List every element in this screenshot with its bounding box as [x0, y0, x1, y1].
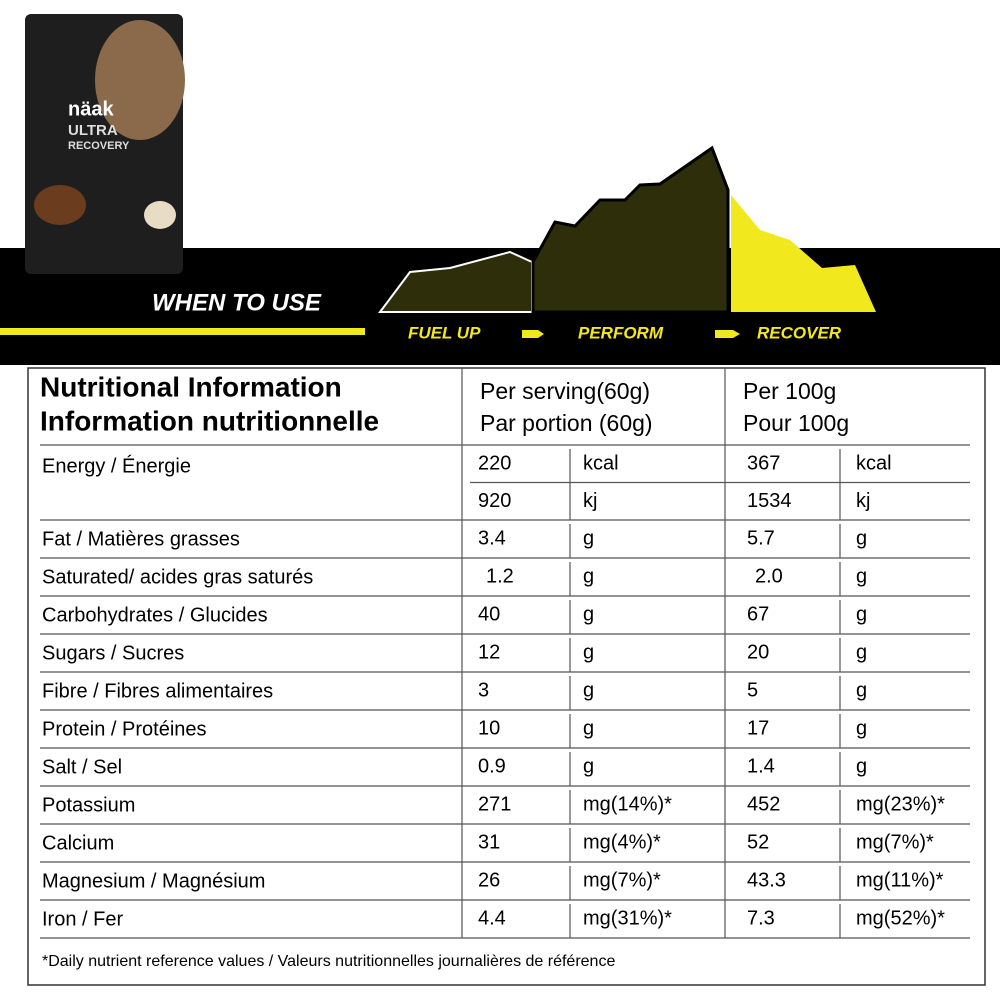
row-label: Carbohydrates / Glucides: [42, 604, 268, 626]
cell: mg(4%)*: [583, 831, 661, 853]
cell: 31: [478, 831, 500, 853]
cell: 7.3: [747, 907, 775, 929]
cell: g: [856, 641, 867, 663]
row-label: Calcium: [42, 832, 114, 854]
cell: 1.2: [486, 565, 514, 587]
table-title: Nutritional Information: [40, 371, 342, 402]
cell: 40: [478, 603, 500, 625]
col-header: Pour 100g: [743, 410, 849, 436]
mountain: [731, 195, 876, 312]
yellow-line: [0, 328, 365, 335]
cell: mg(14%)*: [583, 793, 672, 815]
cell: 0.9: [478, 755, 506, 777]
cell: 1534: [747, 490, 792, 512]
cell: mg(11%)*: [856, 869, 944, 891]
cell: g: [583, 755, 594, 777]
cell: g: [583, 641, 594, 663]
step-label: RECOVER: [757, 323, 842, 342]
cell: g: [583, 717, 594, 739]
cell: 17: [747, 717, 769, 739]
arrow: [715, 330, 740, 338]
cell: 2.0: [755, 565, 783, 587]
mountain: [531, 145, 730, 314]
cell: kcal: [856, 452, 892, 474]
col-header: Per serving(60g): [480, 378, 650, 404]
cell: 12: [478, 641, 500, 663]
col-header: Par portion (60g): [480, 410, 653, 436]
cell: g: [856, 717, 867, 739]
table-title: Information nutritionnelle: [40, 405, 379, 436]
cell: mg(7%)*: [583, 869, 661, 891]
arrow: [522, 330, 544, 338]
cell: 220: [478, 452, 511, 474]
cell: 52: [747, 831, 769, 853]
cell: 26: [478, 869, 500, 891]
row-label: Fat / Matières grasses: [42, 528, 240, 550]
cell: 5: [747, 679, 758, 701]
cell: mg(31%)*: [583, 907, 672, 929]
cell: 920: [478, 490, 511, 512]
cell: 3.4: [478, 527, 506, 549]
cell: g: [856, 679, 867, 701]
row-label: Fibre / Fibres alimentaires: [42, 680, 273, 702]
col-header: Per 100g: [743, 378, 836, 404]
brand: näak: [68, 98, 114, 120]
bag-art: [144, 201, 176, 229]
cell: g: [583, 565, 594, 587]
cell: 10: [478, 717, 500, 739]
bag-art: [95, 20, 185, 140]
row-label: Potassium: [42, 794, 135, 816]
cell: 5.7: [747, 527, 775, 549]
cell: 20: [747, 641, 769, 663]
cell: g: [583, 603, 594, 625]
row-label: Sugars / Sucres: [42, 642, 184, 664]
row-label: Saturated/ acides gras saturés: [42, 566, 313, 588]
row-label: Energy / Énergie: [42, 454, 191, 477]
cell: g: [583, 679, 594, 701]
cell: 3: [478, 679, 489, 701]
step-label: PERFORM: [578, 323, 664, 342]
row-label: Protein / Protéines: [42, 718, 207, 740]
cell: mg(52%)*: [856, 907, 945, 929]
row-label: Iron / Fer: [42, 908, 123, 930]
step-label: FUEL UP: [408, 323, 481, 342]
cell: mg(23%)*: [856, 793, 945, 815]
cell: 1.4: [747, 755, 775, 777]
cell: g: [856, 755, 867, 777]
cell: 452: [747, 793, 780, 815]
row-label: Salt / Sel: [42, 756, 122, 778]
product-name: RECOVERY: [68, 140, 130, 152]
cell: kj: [583, 490, 597, 512]
cell: g: [856, 565, 867, 587]
cell: g: [856, 603, 867, 625]
table-frame: [27, 367, 986, 986]
bag-art: [34, 185, 86, 225]
cell: g: [583, 527, 594, 549]
product-name: ULTRA: [68, 122, 118, 139]
footnote: *Daily nutrient reference values / Valeu…: [42, 953, 615, 970]
cell: 67: [747, 603, 769, 625]
cell: g: [856, 527, 867, 549]
cell: mg(7%)*: [856, 831, 934, 853]
cell: 271: [478, 793, 511, 815]
cell: 367: [747, 452, 780, 474]
row-label: Magnesium / Magnésium: [42, 870, 265, 892]
cell: 4.4: [478, 907, 506, 929]
cell: 43.3: [747, 869, 786, 891]
cell: kj: [856, 490, 870, 512]
cell: kcal: [583, 452, 619, 474]
banner-title: WHEN TO USE: [152, 289, 322, 316]
